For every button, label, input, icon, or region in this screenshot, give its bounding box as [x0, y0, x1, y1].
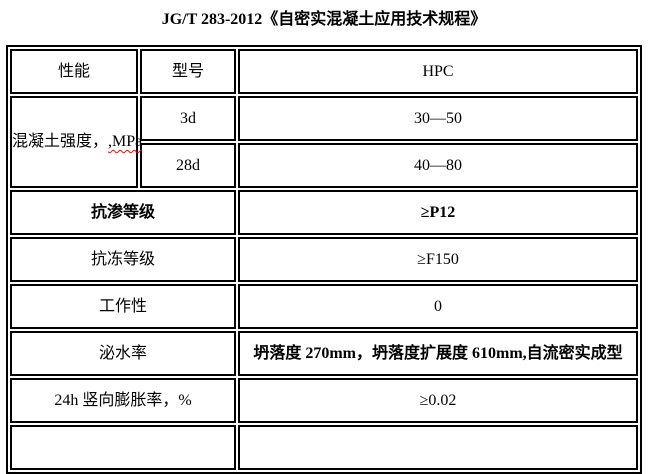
spec-label-cell: 工作性 — [10, 284, 236, 329]
page-title: JG/T 283-2012《自密实混凝土应用技术规程》 — [161, 11, 487, 28]
table-row-frost-resistance: 抗冻等级 ≥F150 — [10, 237, 638, 282]
strength-value-cell: 30—50 — [238, 96, 638, 141]
spec-table: 性能 型号 HPC 混凝土强度，,MPa 3d 30—50 28d 40—80 … — [6, 45, 642, 474]
strength-value-cell: 40—80 — [238, 143, 638, 188]
spec-label-cell: 24h 竖向膨胀率，% — [10, 378, 236, 423]
spec-value-cell: ≥0.02 — [238, 378, 638, 423]
strength-unit-misspelled: ,MPa — [108, 133, 143, 150]
partial-empty-cell — [238, 425, 638, 470]
table-header-row: 性能 型号 HPC — [10, 49, 638, 94]
spec-value-cell: 0 — [238, 284, 638, 329]
spec-label-cell: 抗冻等级 — [10, 237, 236, 282]
table-row-vertical-expansion: 24h 竖向膨胀率，% ≥0.02 — [10, 378, 638, 423]
table-row-strength-3d: 混凝土强度，,MPa 3d 30—50 — [10, 96, 638, 188]
header-cell-performance: 性能 — [10, 49, 138, 94]
strength-age-cell: 3d — [140, 96, 236, 141]
spec-value-cell: ≥P12 — [238, 190, 638, 235]
strength-age-cell: 28d — [140, 143, 236, 188]
spec-value-cell: 坍落度 270mm，坍落度扩展度 610mm,自流密实成型 — [238, 331, 638, 376]
strength-label-cell: 混凝土强度，,MPa — [10, 96, 142, 188]
table-row-partial — [10, 425, 638, 470]
partial-empty-cell — [10, 425, 236, 470]
table-row-bleeding-rate: 泌水率 坍落度 270mm，坍落度扩展度 610mm,自流密实成型 — [10, 331, 638, 376]
table-row-impermeability: 抗渗等级 ≥P12 — [10, 190, 638, 235]
header-cell-model: 型号 — [140, 49, 236, 94]
table-row-strength-28d: 28d 40—80 — [10, 143, 638, 188]
spec-label-cell: 泌水率 — [10, 331, 236, 376]
spec-value-cell: ≥F150 — [238, 237, 638, 282]
table-row-workability: 工作性 0 — [10, 284, 638, 329]
spec-label-cell: 抗渗等级 — [10, 190, 236, 235]
strength-label: 混凝土强度， — [12, 133, 109, 150]
header-cell-type: HPC — [238, 49, 638, 94]
